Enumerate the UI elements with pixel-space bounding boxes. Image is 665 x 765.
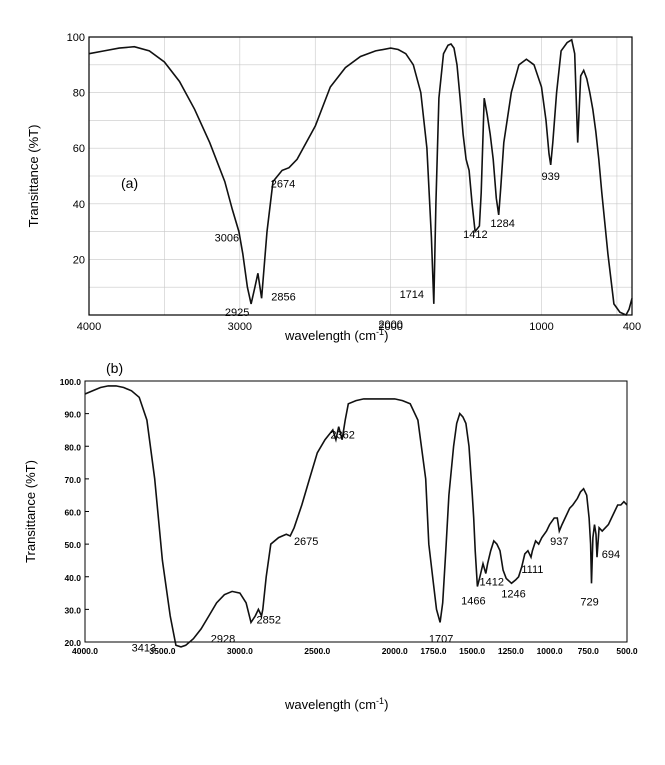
peak-label: 1714	[400, 289, 424, 301]
x-axis-title-a-end: )	[384, 328, 388, 343]
series-line-a	[88, 38, 633, 317]
x-tick-labels-a: 4000 3000 2000 1000 400	[77, 321, 641, 333]
x-tick-label: 4000.0	[72, 646, 98, 656]
y-tick-label: 80	[73, 88, 85, 100]
y-axis-title-b: Transittance (%T)	[23, 460, 38, 563]
peak-label: 937	[550, 536, 568, 548]
peak-label: 2856	[271, 291, 295, 303]
grid-a	[89, 37, 632, 315]
peak-label: 1466	[461, 596, 485, 608]
y-tick-labels-b: 20.0 30.0 40.0 50.0 60.0 70.0 80.0 90.0 100.0	[60, 377, 82, 648]
x-axis-title-a: wavelength (cm-1)	[284, 327, 388, 343]
x-axis-title-b-main: wavelength (cm	[284, 697, 376, 712]
peak-label: 729	[580, 596, 598, 608]
y-tick-labels-a: 20 40 60 80 100	[67, 32, 85, 266]
x-tick-label: 750.0	[578, 646, 600, 656]
y-tick-label: 70.0	[64, 475, 81, 485]
peak-label: 2852	[257, 614, 281, 626]
peak-label: 1284	[490, 218, 514, 230]
x-axis-title-b-sup: -1	[376, 696, 384, 706]
y-tick-label: 60	[73, 143, 85, 155]
x-tick-label: 1000.0	[537, 646, 563, 656]
x-tick-label: 2500.0	[304, 646, 330, 656]
peak-label: 1412	[463, 229, 487, 241]
x-tick-label: 1500.0	[459, 646, 485, 656]
spectrum-b-canvas: 20.0 30.0 40.0 50.0 60.0 70.0 80.0 90.0 100.0 40…	[23, 360, 638, 712]
x-axis-title-b-end: )	[384, 697, 388, 712]
spectrum-figure-a: 20 40 60 80 100 4000 3000 2000 1000 400 3006 2925…	[0, 0, 665, 360]
x-tick-label: 1750.0	[420, 646, 446, 656]
y-tick-label: 50.0	[64, 540, 81, 550]
peak-label: 2675	[294, 536, 318, 548]
x-tick-label: 1250.0	[498, 646, 524, 656]
y-tick-label: 40	[73, 199, 85, 211]
y-tick-label: 100.0	[60, 377, 82, 387]
plot-frame-a	[88, 36, 633, 316]
x-axis-title-b: wavelength (cm-1)	[284, 696, 388, 712]
peak-label: 939	[542, 171, 560, 183]
peak-label: 2362	[330, 430, 354, 442]
peak-label: 1246	[501, 588, 525, 600]
x-tick-label: 2000.0	[382, 646, 408, 656]
panel-label-b: (b)	[106, 360, 123, 376]
peak-label: 2000	[378, 319, 402, 331]
series-line-b	[84, 385, 628, 648]
y-tick-label: 90.0	[64, 410, 81, 420]
y-tick-marks-b	[85, 380, 89, 643]
peak-label: 1412	[480, 576, 504, 588]
x-tick-label: 3500.0	[149, 646, 175, 656]
y-tick-label: 20	[73, 254, 85, 266]
y-tick-label: 30.0	[64, 605, 81, 615]
y-tick-label: 60.0	[64, 508, 81, 518]
y-tick-label: 80.0	[64, 442, 81, 452]
x-tick-label: 400	[623, 321, 641, 333]
x-tick-label: 1000	[529, 321, 553, 333]
x-tick-label: 3000	[228, 321, 252, 333]
peak-label: 3413	[132, 642, 156, 654]
x-tick-label: 500.0	[616, 646, 638, 656]
y-tick-label: 100	[67, 32, 85, 44]
peak-label: 2928	[211, 633, 235, 645]
peak-label: 2925	[225, 307, 249, 319]
peak-label: 1707	[429, 633, 453, 645]
panel-label-a: (a)	[121, 175, 138, 191]
x-axis-title-a-sup: -1	[376, 327, 384, 337]
y-tick-label: 20.0	[64, 638, 81, 648]
peak-label: 3006	[215, 233, 239, 245]
y-axis-title-a: Transittance (%T)	[26, 125, 41, 228]
peak-label: 2674	[271, 179, 295, 191]
y-tick-label: 40.0	[64, 573, 81, 583]
x-tick-labels-b: 4000.0 3500.0 3000.0 2500.0 2000.0 1750.0 1500…	[72, 646, 638, 656]
x-tick-label: 4000	[77, 321, 101, 333]
spectrum-a-canvas: 20 40 60 80 100 4000 3000 2000 1000 400 3006 2925…	[26, 32, 641, 343]
peak-label: 694	[602, 549, 620, 561]
plot-frame-b	[84, 380, 628, 643]
x-tick-label: 3000.0	[227, 646, 253, 656]
peak-label: 1111	[521, 564, 543, 576]
x-tick-label: 2000	[378, 321, 402, 333]
x-axis-title-a-main: wavelength (cm	[284, 328, 376, 343]
spectrum-figure-b: 20.0 30.0 40.0 50.0 60.0 70.0 80.0 90.0 100.0 40…	[0, 360, 665, 765]
